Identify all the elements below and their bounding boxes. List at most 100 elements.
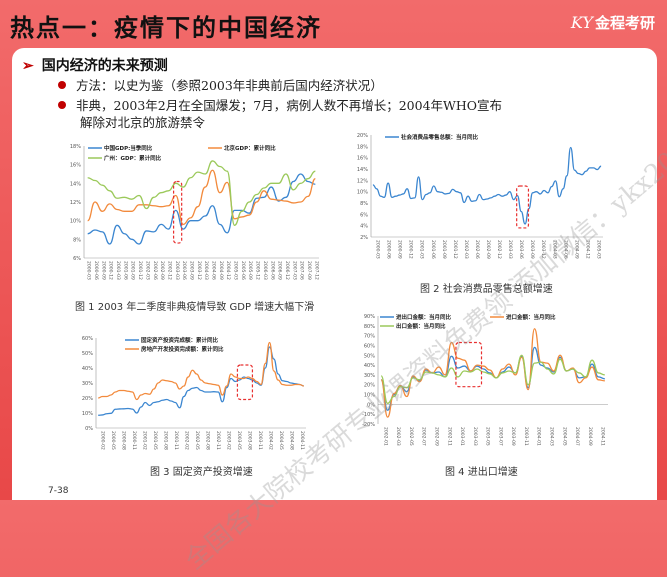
x-tick-label: 2006-09 [277,261,283,280]
slide-title: 热点一：疫情下的中国经济 [10,13,322,42]
x-tick-label: 2006-06 [269,261,275,280]
series-line [87,169,316,226]
caption-chart-4: 图 4 进出口增速 [445,467,518,478]
legend-label: 进口金额：当月同比 [506,313,556,321]
x-tick-label: 2007-12 [313,261,319,280]
bullet-text: 非典，2003年2月在全国爆发；7月，病例人数不再增长；2004年WHO宣布 [76,98,503,113]
bullet-2: 非典，2003年2月在全国爆发；7月，病例人数不再增长；2004年WHO宣布 [58,95,502,114]
y-tick-label: 20% [82,396,93,402]
x-tick-label: 2002-06 [474,240,480,259]
x-tick-label: 2004-12 [584,240,590,259]
x-tick-label: 2004-08 [288,431,294,450]
x-tick-label: 2001-12 [452,240,458,259]
x-tick-label: 2001-02 [141,431,147,450]
x-tick-label: 2000-06 [93,261,99,280]
y-tick-label: 8% [360,201,368,207]
logo: KY 金程考研 [571,12,655,33]
x-tick-label: 2002-11 [215,431,221,450]
x-tick-label: 2004-03 [549,427,555,446]
content-panel [12,48,657,500]
chart-trade: -20% -10% 0% 10% 20% 30% 40% 50% 60% 70% 80% 90% 200… [362,313,608,446]
x-tick-label: 2001-09 [441,240,447,259]
y-tick-label: 14% [70,181,81,187]
x-tick-label: 2004-09 [587,427,593,446]
x-tick-label: 2002-05 [408,427,414,446]
x-tick-label: 2003-12 [540,240,546,259]
series-line [87,173,316,245]
bullet-1: 方法：以史为鉴（参照2003年非典前后国内经济状况） [58,75,383,94]
x-tick-label: 2005-03 [595,240,601,259]
x-tick-label: 2000-05 [110,431,116,450]
x-tick-label: 2001-03 [115,261,121,280]
y-tick-label: 60% [82,336,93,342]
x-tick-label: 2002-12 [166,261,172,280]
x-tick-label: 2002-09 [159,261,165,280]
y-tick-label: 0% [367,402,375,408]
x-tick-label: 2003-03 [507,240,513,259]
x-tick-label: 2000-03 [375,240,381,259]
x-tick-label: 2002-05 [194,431,200,450]
x-tick-label: 2004-05 [561,427,567,446]
y-tick-label: 80% [364,324,375,330]
x-tick-label: 2006-03 [262,261,268,280]
x-tick-label: 2002-08 [204,431,210,450]
x-tick-label: 2001-12 [137,261,143,280]
y-tick-label: 14% [357,167,368,173]
x-tick-label: 2002-11 [446,427,452,446]
x-tick-label: 2001-06 [430,240,436,259]
x-tick-label: 2001-09 [130,261,136,280]
x-tick-label: 2006-12 [284,261,290,280]
y-tick-label: 70% [364,334,375,340]
series-line [380,354,605,405]
x-tick-label: 2002-01 [382,427,388,446]
chart-fixed-investment: 0% 10% 20% 30% 40% 50% 60% 2000-02 2000-05 2000-0… [82,336,306,450]
x-tick-label: 2003-11 [257,431,263,450]
x-tick-label: 2002-07 [421,427,427,446]
series-line [380,328,605,418]
x-tick-label: 2004-11 [299,431,305,450]
highlight-box [455,341,483,388]
x-tick-label: 2000-06 [386,240,392,259]
x-tick-label: 2002-03 [395,427,401,446]
x-tick-label: 2007-03 [291,261,297,280]
highlight-box [172,180,183,244]
x-tick-label: 2004-07 [574,427,580,446]
y-tick-label: -10% [362,412,375,418]
bullet-2-cont: 解除对北京的旅游禁令 [80,115,206,130]
y-tick-label: 40% [82,366,93,372]
chart-retail-sales: 2% 4% 6% 8% 10% 12% 14% 16% 18% 20% 2000-03 2000-06… [357,133,603,259]
x-tick-label: 2004-06 [211,261,217,280]
x-tick-label: 2003-09 [510,427,516,446]
y-tick-label: 10% [357,190,368,196]
x-tick-label: 2004-11 [600,427,606,446]
x-tick-label: 2002-09 [485,240,491,259]
y-tick-label: 40% [364,363,375,369]
y-tick-label: 50% [364,353,375,359]
x-tick-label: 2002-03 [144,261,150,280]
y-tick-label: 10% [70,219,81,225]
y-tick-label: 12% [70,200,81,206]
x-tick-label: 2003-06 [181,261,187,280]
x-tick-label: 2001-03 [419,240,425,259]
y-tick-label: 6% [360,212,368,218]
y-tick-label: 30% [364,373,375,379]
x-tick-label: 2000-11 [131,431,137,450]
series-line [98,346,304,416]
x-tick-label: 2005-03 [233,261,239,280]
y-tick-label: 60% [364,343,375,349]
x-tick-label: 2001-05 [152,431,158,450]
x-tick-label: 2003-01 [459,427,465,446]
x-tick-label: 2003-09 [188,261,194,280]
x-tick-label: 2000-09 [397,240,403,259]
legend-label: 进出口金额：当月同比 [396,313,452,321]
y-tick-label: 0% [85,426,93,432]
legend-label: 北京GDP：累计同比 [224,144,276,152]
caption-chart-1: 图 1 2003 年二季度非典疫情导致 GDP 增速大幅下滑 [75,302,315,313]
x-tick-label: 2004-03 [203,261,209,280]
x-tick-label: 2002-03 [463,240,469,259]
section-heading-text: 国内经济的未来预测 [41,58,168,74]
y-tick-label: 10% [82,411,93,417]
legend-label: 中国GDP:当季同比 [104,144,153,152]
y-tick-label: 12% [357,178,368,184]
x-tick-label: 2003-08 [246,431,252,450]
